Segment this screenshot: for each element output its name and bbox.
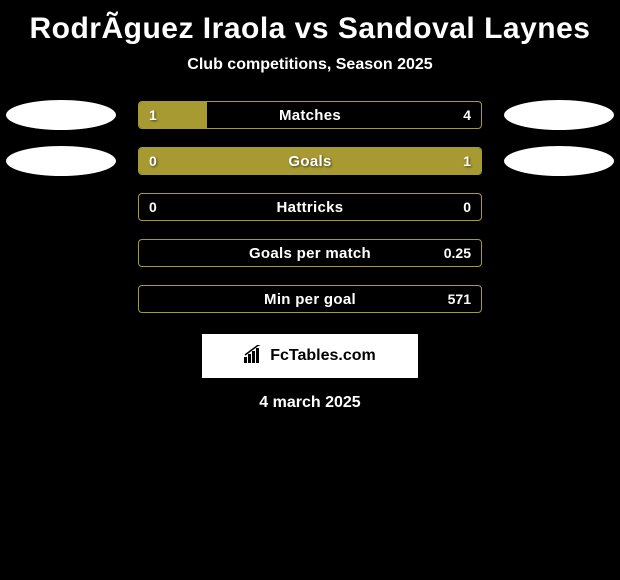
page-subtitle: Club competitions, Season 2025: [0, 50, 620, 96]
stat-label: Matches: [139, 102, 481, 128]
stat-row: 14Matches: [0, 96, 620, 142]
stat-label: Hattricks: [139, 194, 481, 220]
stat-label: Goals: [139, 148, 481, 174]
date-label: 4 march 2025: [0, 378, 620, 428]
player-left-oval: [6, 100, 116, 130]
page-title: RodrÃ­guez Iraola vs Sandoval Laynes: [0, 0, 620, 50]
player-right-oval: [504, 146, 614, 176]
stats-rows: 14Matches 01Goals 00Hattricks 0.25Goals per…: [0, 96, 620, 326]
stat-row: 571Min per goal: [0, 280, 620, 326]
stat-label: Goals per match: [139, 240, 481, 266]
player-left-oval: [6, 146, 116, 176]
stat-bar: 571Min per goal: [138, 285, 482, 313]
stat-row: 00Hattricks: [0, 188, 620, 234]
logo-text: FcTables.com: [270, 347, 376, 365]
player-right-oval: [504, 100, 614, 130]
stat-bar: 00Hattricks: [138, 193, 482, 221]
logo-box: FcTables.com: [202, 334, 418, 378]
stat-row: 01Goals: [0, 142, 620, 188]
chart-icon: [244, 345, 266, 368]
stat-bar: 01Goals: [138, 147, 482, 175]
stat-bar: 14Matches: [138, 101, 482, 129]
stat-label: Min per goal: [139, 286, 481, 312]
stat-bar: 0.25Goals per match: [138, 239, 482, 267]
stat-row: 0.25Goals per match: [0, 234, 620, 280]
